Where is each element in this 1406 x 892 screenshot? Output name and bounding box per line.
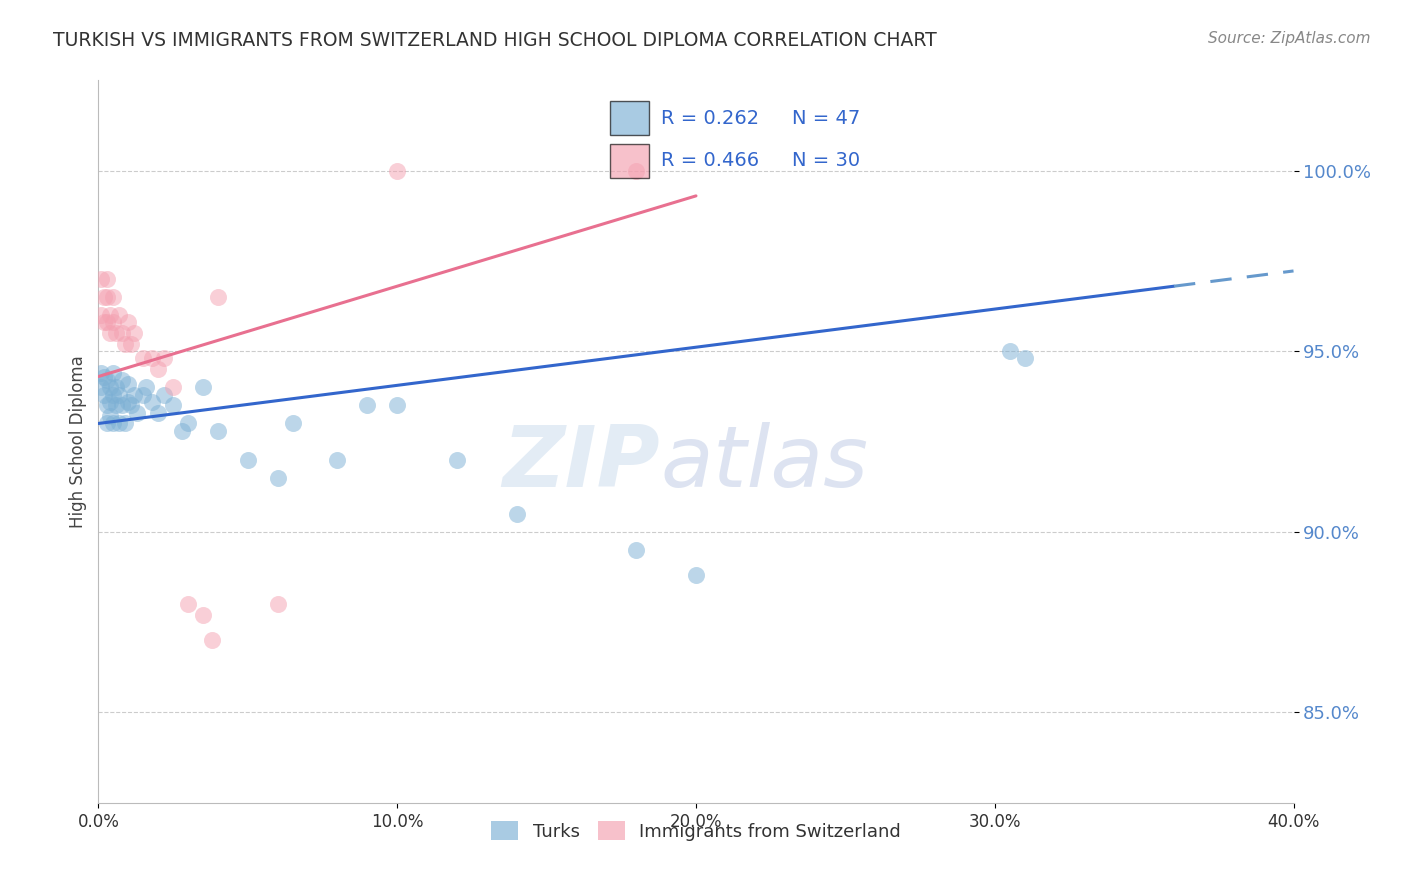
Point (90, 380, 112, 394)
Point (120, 337, 142, 351)
Point (153, 351, 176, 366)
Point (117, 394, 139, 409)
Point (141, 351, 163, 366)
Point (506, 507, 529, 521)
Point (98, 326, 122, 340)
Point (124, 326, 146, 340)
Point (132, 351, 155, 366)
Point (93, 369, 115, 384)
Point (96, 373, 118, 387)
Point (105, 380, 128, 394)
Text: Source: ZipAtlas.com: Source: ZipAtlas.com (1208, 31, 1371, 46)
Point (162, 380, 184, 394)
Point (148, 362, 170, 376)
Point (201, 633, 224, 648)
Point (267, 597, 290, 611)
Point (93, 315, 115, 329)
Point (1014, 351, 1036, 366)
Point (177, 417, 200, 431)
Point (132, 387, 155, 401)
Point (626, 163, 648, 178)
Point (267, 470, 290, 484)
Point (108, 308, 131, 322)
Point (111, 398, 134, 412)
Point (281, 417, 304, 431)
Point (191, 607, 214, 622)
Point (385, 163, 409, 178)
Point (105, 326, 128, 340)
Point (120, 398, 142, 412)
Point (162, 398, 184, 412)
Legend: Turks, Immigrants from Switzerland: Turks, Immigrants from Switzerland (484, 814, 908, 848)
Point (446, 452, 468, 467)
Point (117, 376, 139, 391)
Point (98, 380, 122, 394)
Point (111, 326, 134, 340)
Text: atlas: atlas (661, 422, 868, 505)
Point (385, 398, 409, 412)
Point (105, 398, 128, 412)
Point (93, 290, 115, 304)
Point (96, 272, 118, 286)
Point (96, 290, 118, 304)
Text: ZIP: ZIP (502, 422, 661, 505)
Point (90, 366, 112, 380)
Point (236, 452, 259, 467)
Point (98, 394, 122, 409)
Point (108, 417, 131, 431)
Point (117, 315, 139, 329)
Point (626, 542, 648, 557)
Point (207, 424, 229, 438)
Point (124, 387, 146, 401)
Point (90, 272, 112, 286)
Point (114, 337, 136, 351)
Point (103, 315, 125, 329)
Point (177, 597, 200, 611)
Point (93, 387, 115, 401)
Point (148, 406, 170, 420)
Point (98, 308, 122, 322)
Point (103, 290, 125, 304)
Point (356, 398, 378, 412)
Point (108, 387, 131, 401)
Point (998, 344, 1021, 359)
Point (90, 308, 112, 322)
Point (96, 315, 118, 329)
Point (135, 380, 157, 394)
Text: TURKISH VS IMMIGRANTS FROM SWITZERLAND HIGH SCHOOL DIPLOMA CORRELATION CHART: TURKISH VS IMMIGRANTS FROM SWITZERLAND H… (53, 31, 938, 50)
Point (96, 417, 118, 431)
Point (96, 398, 118, 412)
Point (326, 452, 349, 467)
Point (103, 417, 125, 431)
Point (207, 290, 229, 304)
Y-axis label: High School Diploma: High School Diploma (69, 355, 87, 528)
Point (141, 394, 163, 409)
Point (191, 380, 214, 394)
Point (103, 387, 125, 401)
Point (685, 568, 707, 582)
Point (172, 424, 194, 438)
Point (153, 387, 176, 401)
Point (111, 373, 134, 387)
Point (103, 366, 125, 380)
Point (127, 406, 149, 420)
Point (98, 409, 122, 424)
Point (114, 417, 136, 431)
